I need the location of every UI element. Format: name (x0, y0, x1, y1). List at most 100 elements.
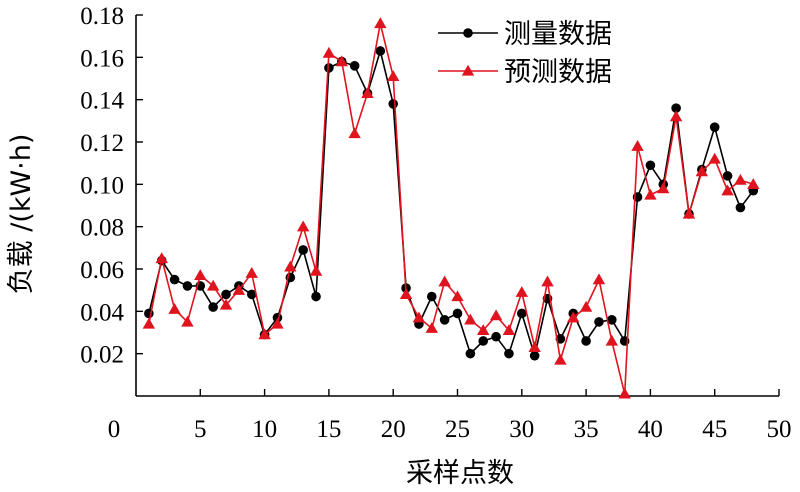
y-tick-label: 0.18 (80, 3, 124, 30)
predicted-point (206, 279, 220, 291)
measured-point (208, 302, 218, 312)
predicted-point (605, 334, 619, 346)
predicted-point (296, 220, 310, 232)
y-tick-label: 0.10 (80, 172, 124, 199)
y-axis-title: 负载 /(kW·h) (6, 134, 37, 295)
predicted-point (464, 313, 477, 325)
x-tick-label: 40 (638, 416, 663, 443)
y-tick-label: 0.06 (80, 257, 124, 284)
x-tick-label: 25 (445, 416, 470, 443)
measured-point (311, 291, 321, 302)
measured-point (349, 61, 360, 71)
predicted-point (567, 311, 580, 323)
legend-marker (461, 64, 475, 76)
predicted-point (708, 152, 721, 164)
predicted-point (348, 127, 361, 139)
x-tick-label: 35 (574, 416, 599, 443)
predicted-point (695, 165, 709, 177)
x-tick-label: 50 (767, 416, 792, 443)
y-tick-label: 0.02 (80, 342, 124, 369)
measured-point (671, 103, 681, 113)
predicted-point (592, 273, 606, 285)
measured-point (607, 315, 617, 325)
predicted-point (374, 17, 387, 29)
predicted-point (271, 317, 284, 329)
measured-point (722, 171, 733, 181)
predicted-point (721, 184, 734, 196)
measured-point (645, 160, 656, 171)
predicted-point (734, 173, 747, 185)
predicted-point (219, 298, 233, 310)
predicted-point (335, 55, 348, 67)
measured-point (735, 202, 746, 213)
predicted-point (425, 322, 438, 333)
predicted-point (181, 315, 194, 327)
predicted-point (387, 70, 400, 82)
predicted-point (515, 286, 528, 297)
x-tick-label: 0 (108, 416, 121, 443)
predicted-point (747, 178, 760, 189)
x-tick-label: 5 (194, 416, 207, 443)
y-tick-label: 0.08 (80, 215, 124, 242)
legend-label: 预测数据 (504, 57, 612, 88)
predicted-point (682, 207, 696, 219)
predicted-point (258, 328, 271, 340)
legend-item-predicted: 预测数据 (438, 57, 612, 88)
predicted-point (644, 188, 657, 200)
x-tick-label: 45 (702, 416, 727, 443)
measured-point (594, 317, 604, 327)
y-tick-label: 0.04 (80, 299, 124, 326)
predicted-point (618, 387, 631, 399)
predicted-point (232, 283, 246, 295)
predicted-point (309, 264, 323, 276)
x-tick-label: 30 (509, 416, 534, 443)
predicted-point (528, 341, 541, 352)
measured-point (221, 289, 231, 300)
predicted-point (502, 324, 516, 336)
predicted-point (489, 309, 503, 321)
x-tick-label: 10 (252, 416, 277, 443)
predicted-point (438, 275, 451, 287)
legend-item-measured: 测量数据 (438, 19, 612, 50)
x-axis-title: 采样点数 (406, 458, 514, 489)
x-tick-label: 20 (381, 416, 406, 443)
measured-point (465, 348, 476, 359)
measured-point (491, 331, 501, 342)
measured-point (709, 122, 720, 132)
measured-point (517, 308, 527, 319)
measured-point (452, 308, 463, 319)
predicted-series (142, 17, 760, 399)
predicted-point (284, 260, 297, 272)
predicted-point (322, 46, 336, 58)
y-tick-label: 0.16 (80, 45, 124, 72)
x-tick-label: 15 (316, 416, 341, 443)
measured-point (375, 46, 386, 56)
measured-line (148, 50, 754, 357)
measured-point (388, 99, 399, 109)
predicted-point (142, 317, 156, 329)
predicted-point (245, 267, 258, 278)
measured-point (246, 289, 257, 300)
predicted-point (168, 303, 181, 314)
predicted-point (155, 252, 168, 264)
predicted-point (477, 324, 490, 336)
predicted-point (399, 288, 413, 300)
legend-label: 测量数据 (504, 19, 612, 50)
predicted-point (412, 311, 426, 323)
predicted-point (541, 275, 554, 287)
predicted-point (361, 87, 374, 98)
measured-point (182, 281, 193, 291)
measured-series (144, 46, 759, 361)
y-tick-label: 0.12 (80, 130, 124, 157)
measured-point (529, 350, 540, 361)
legend-marker (463, 28, 473, 38)
measured-point (169, 274, 180, 285)
measured-point (439, 315, 450, 325)
predicted-point (194, 269, 207, 280)
predicted-point (669, 110, 683, 122)
predicted-point (579, 300, 593, 312)
predicted-point (554, 353, 567, 365)
measured-point (298, 245, 308, 255)
